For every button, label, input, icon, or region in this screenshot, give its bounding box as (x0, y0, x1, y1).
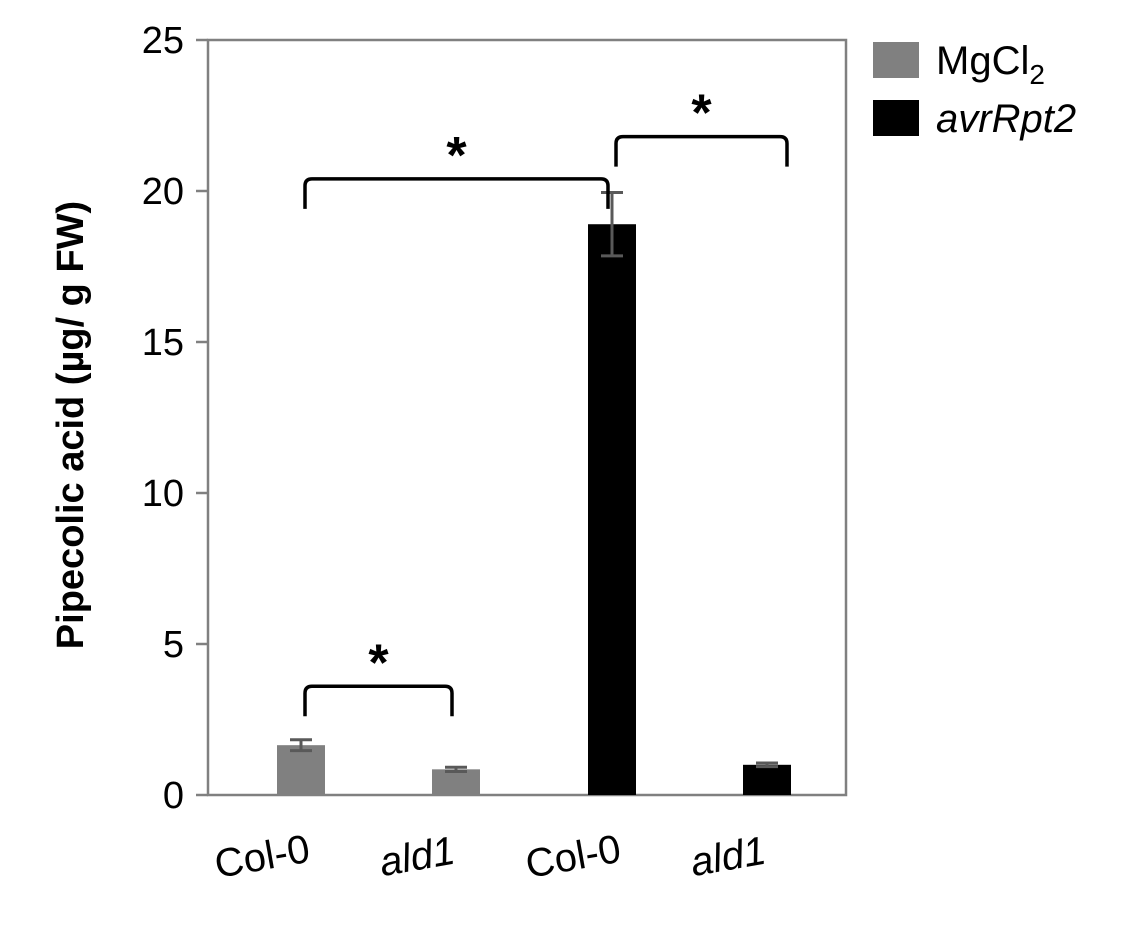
legend-item-0: MgCl2 (873, 39, 1045, 90)
y-tick-label: 25 (142, 20, 184, 62)
legend: MgCl2 avrRpt2 (873, 39, 1076, 141)
bar-MgCl2-Col-0-0 (277, 745, 325, 795)
significance-bracket-0: * (303, 634, 454, 717)
category-label-2: Col-0 (522, 827, 624, 887)
legend-label: avrRpt2 (936, 97, 1076, 141)
error-bar (756, 761, 778, 769)
significance-star: * (368, 634, 389, 692)
error-bar (445, 765, 467, 773)
y-tick-label: 5 (163, 624, 184, 666)
plot-area-border (206, 38, 848, 797)
significance-star: * (446, 127, 467, 185)
plot-frame (206, 38, 848, 797)
legend-swatch (873, 100, 919, 136)
category-label-1: ald1 (376, 829, 458, 885)
bars (277, 224, 791, 796)
y-axis-label: Pipecolic acid (µg/ g FW) (50, 201, 92, 649)
y-tick-label: 20 (142, 171, 184, 213)
significance-bracket-1: * (303, 127, 610, 209)
bar-avrRpt2-ald1-3 (743, 764, 791, 795)
error-bar (290, 738, 312, 753)
y-tick-label: 0 (163, 775, 184, 817)
legend-item-1: avrRpt2 (873, 97, 1076, 141)
bar-MgCl2-ald1-1 (432, 769, 480, 795)
legend-label-main: avrRpt2 (936, 97, 1076, 141)
x-axis-category-labels: Col-0 ald1 Col-0 ald1 (211, 827, 769, 887)
significance-star: * (691, 85, 712, 143)
significance-brackets: * * * (303, 85, 789, 717)
category-label-0: Col-0 (211, 827, 313, 887)
y-tick-label: 15 (142, 322, 184, 364)
bracket-line (614, 134, 789, 167)
legend-label: MgCl2 (936, 39, 1045, 90)
bracket-line (303, 177, 610, 209)
bar-avrRpt2-Col-0-2 (588, 224, 636, 796)
significance-bracket-2: * (614, 85, 789, 167)
bracket-line (303, 684, 454, 717)
legend-swatch (873, 42, 919, 78)
category-label-3: ald1 (687, 829, 769, 885)
y-tick-label: 10 (142, 473, 184, 515)
legend-label-main: MgCl (936, 39, 1029, 83)
y-axis-ticks: 0 5 10 15 20 25 (142, 20, 208, 817)
error-bars (290, 191, 778, 773)
error-bar (601, 191, 623, 258)
legend-label-subscript: 2 (1029, 59, 1045, 90)
